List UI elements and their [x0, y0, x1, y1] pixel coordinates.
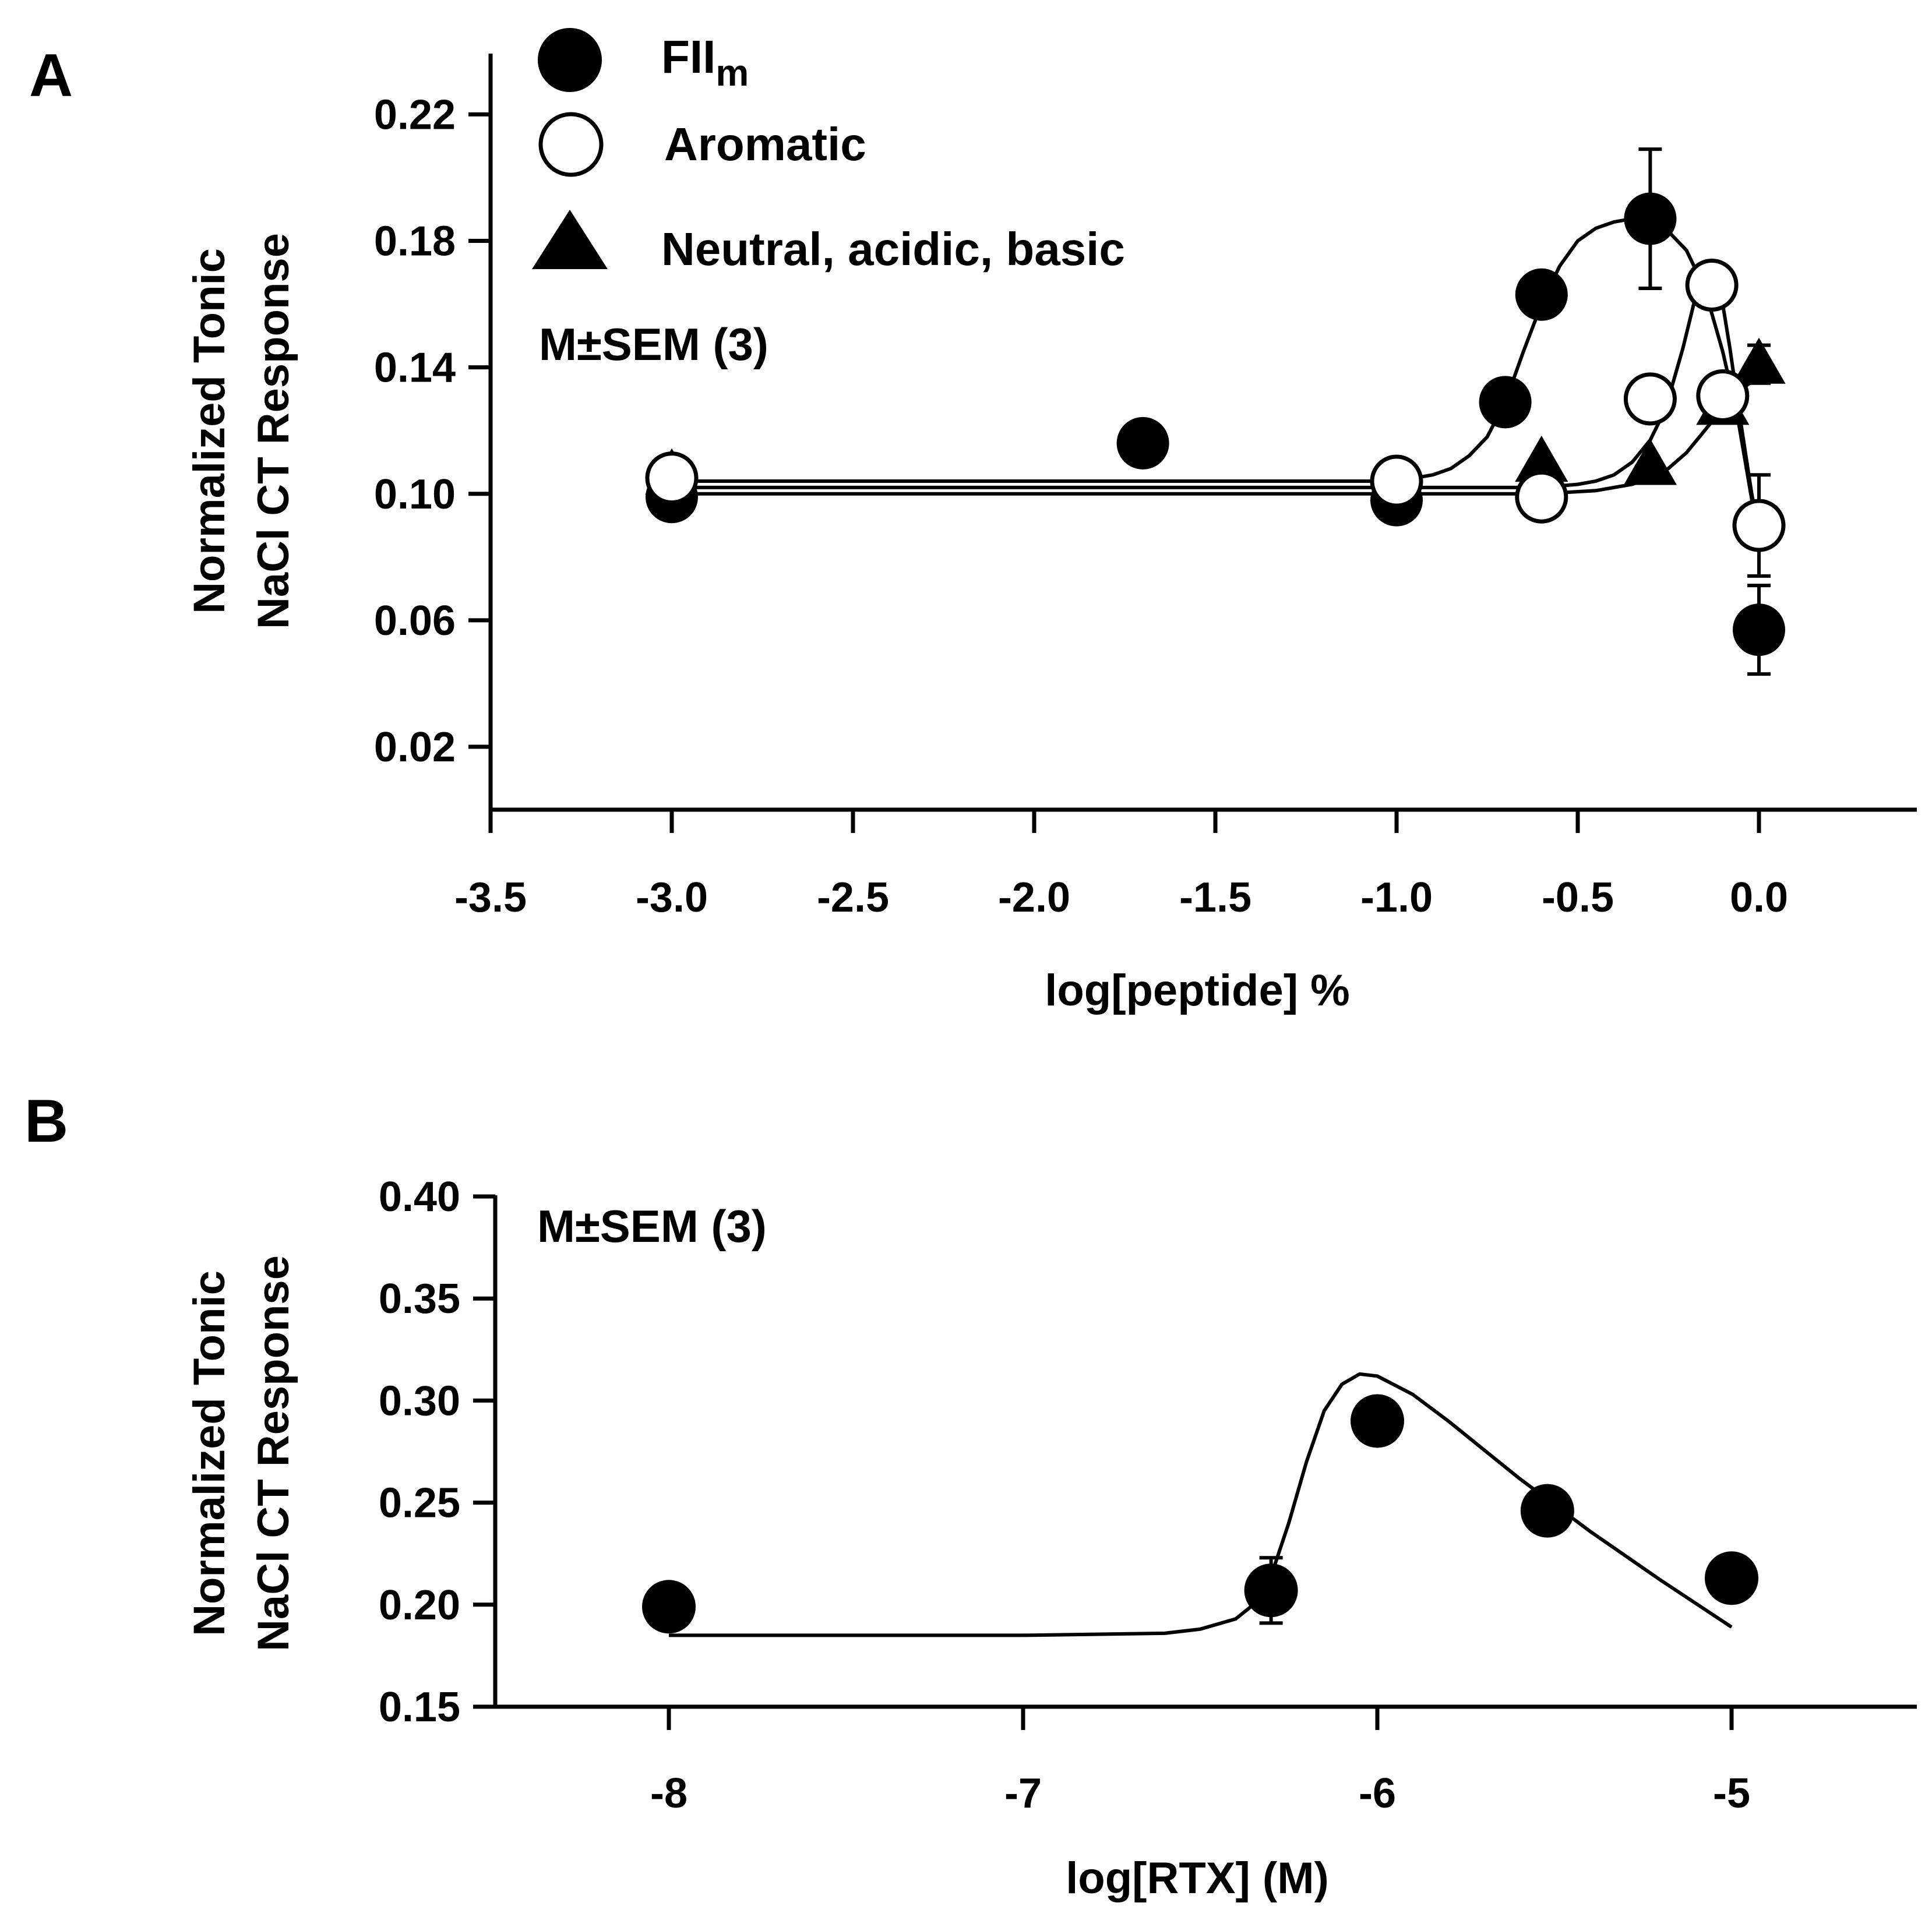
x-tick-label: -0.5 [1542, 874, 1614, 921]
legend-filled-circle-marker [538, 28, 602, 92]
panel-a: A Normalized Tonic NaCl CT Response log[… [29, 28, 1917, 1015]
legend-label-fiim: FIIm [661, 31, 749, 94]
data-point-rtx [1244, 1563, 1298, 1618]
panel-a-y-axis-title-line-2: NaCl CT Response [249, 233, 298, 629]
y-tick-label: 0.20 [379, 1582, 460, 1629]
data-point-fiim [1624, 192, 1677, 245]
data-point-fiim [1116, 416, 1169, 469]
panel-a-y-axis-title: Normalized Tonic NaCl CT Response [185, 233, 298, 629]
y-tick-label: 0.25 [379, 1480, 460, 1527]
panel-b-axes [493, 1195, 1917, 1709]
panel-a-y-ticks: 0.02 0.06 0.10 0.14 0.18 0.22 [374, 91, 491, 771]
y-tick-label: 0.35 [379, 1276, 460, 1322]
x-tick-label: -2.5 [817, 874, 889, 921]
legend-label-fiim-main: FII [661, 31, 715, 83]
data-point-aromatic [645, 451, 699, 505]
x-tick-label: -2.0 [998, 874, 1070, 921]
y-tick-label: 0.15 [379, 1684, 460, 1731]
panel-a-letter: A [29, 42, 73, 110]
x-tick-label: -8 [650, 1770, 688, 1817]
panel-b-x-axis-title: log[RTX] (M) [1066, 1854, 1329, 1903]
panel-b: B Normalized Tonic NaCl CT Response log[… [24, 1088, 1917, 1903]
panel-a-x-ticks: -3.5 -3.0 -2.5 -2.0 -1.5 -1.0 -0.5 0.0 [454, 810, 1788, 921]
y-tick-label: 0.14 [374, 345, 456, 391]
panel-a-x-axis-title: log[peptide] % [1045, 966, 1350, 1015]
data-point-aromatic [1696, 369, 1750, 422]
y-tick-label: 0.30 [379, 1378, 460, 1424]
x-tick-label: -5 [1713, 1770, 1750, 1817]
legend-label-neutral-acidic-basic: Neutral, acidic, basic [661, 223, 1125, 275]
data-point-aromatic [1370, 454, 1423, 508]
panel-b-y-axis-title: Normalized Tonic NaCl CT Response [185, 1255, 298, 1651]
fit-curve-rtx [669, 1372, 1733, 1637]
data-point-neutral-acidic-basic [1623, 439, 1677, 485]
data-point-fiim [1479, 376, 1532, 429]
panel-a-annotation: M±SEM (3) [539, 319, 768, 370]
data-point-rtx [1351, 1394, 1404, 1448]
y-tick-label: 0.40 [379, 1174, 460, 1220]
y-tick-label: 0.22 [374, 91, 456, 138]
x-tick-label: -3.5 [454, 874, 527, 921]
panel-b-data-points [642, 1394, 1758, 1634]
panel-b-annotation: M±SEM (3) [537, 1201, 767, 1252]
data-point-neutral-acidic-basic [1732, 337, 1786, 384]
panel-b-letter: B [24, 1088, 68, 1155]
legend-label-fiim-subscript: m [715, 52, 749, 94]
panel-a-y-axis-title-line-1: Normalized Tonic [185, 248, 234, 614]
data-point-rtx [1705, 1551, 1758, 1605]
y-tick-label: 0.02 [374, 724, 456, 771]
x-tick-label: -7 [1004, 1770, 1042, 1817]
data-point-aromatic [1732, 499, 1786, 552]
data-point-neutral-acidic-basic [1515, 435, 1568, 482]
x-tick-label: -1.0 [1360, 874, 1433, 921]
data-point-aromatic [1685, 259, 1739, 312]
data-point-rtx [642, 1580, 696, 1634]
y-tick-label: 0.06 [374, 598, 456, 644]
panel-b-fit-curves [669, 1372, 1733, 1637]
y-tick-label: 0.18 [374, 218, 456, 265]
panel-a-legend: FIIm Aromatic Neutral, acidic, basic [532, 28, 1125, 275]
x-tick-label: -6 [1359, 1770, 1396, 1817]
data-point-fiim [1733, 603, 1785, 656]
y-tick-label: 0.10 [374, 471, 456, 518]
data-point-fiim [1515, 268, 1568, 321]
data-point-aromatic [1515, 470, 1568, 524]
x-tick-label: 0.0 [1730, 874, 1788, 921]
panel-a-axes [488, 54, 1917, 812]
panel-a-data-points [645, 147, 1786, 676]
legend-filled-triangle-marker [532, 210, 608, 269]
data-point-rtx [1520, 1484, 1574, 1538]
data-point-aromatic [1623, 372, 1677, 426]
legend-label-aromatic: Aromatic [664, 118, 866, 170]
panel-b-y-axis-title-line-1: Normalized Tonic [185, 1270, 234, 1636]
panel-b-y-ticks: 0.15 0.20 0.25 0.30 0.35 0.40 [379, 1174, 495, 1731]
legend-open-circle-marker [538, 112, 604, 177]
panel-b-y-axis-title-line-2: NaCl CT Response [249, 1255, 298, 1651]
x-tick-label: -1.5 [1179, 874, 1251, 921]
panel-b-x-ticks: -8 -7 -6 -5 [650, 1707, 1750, 1817]
x-tick-label: -3.0 [636, 874, 708, 921]
